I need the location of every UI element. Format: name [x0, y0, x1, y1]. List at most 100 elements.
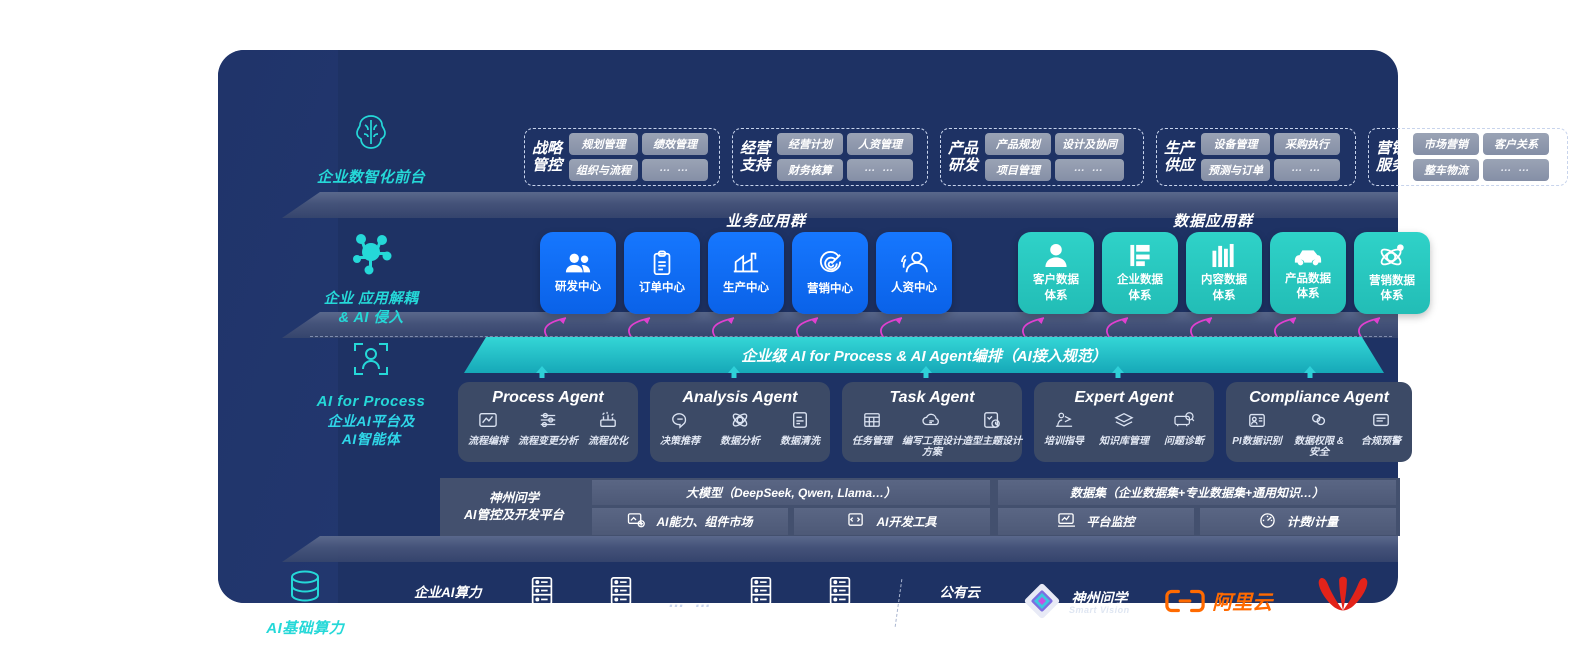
- chip[interactable]: 采购执行: [1274, 133, 1341, 155]
- chip[interactable]: 规划管理: [569, 133, 639, 155]
- agent-card-process[interactable]: Process Agent 流程编排 流程变更分析 流程优化: [458, 382, 638, 462]
- layer-label-ai-process-line1: AI for Process: [316, 393, 426, 411]
- chip-more[interactable]: … …: [642, 159, 709, 181]
- agent-card-task[interactable]: Task Agent 任务管理 编写工程设计方案 造型主题设计: [842, 382, 1022, 462]
- app-card-label: 订单中心: [639, 282, 685, 295]
- data-clean-icon: [790, 411, 810, 433]
- app-card-order-center[interactable]: 订单中心: [624, 232, 700, 314]
- layer-label-ai-process-line2: 企业AI平台及: [327, 412, 415, 429]
- agent-item[interactable]: 培训指导: [1034, 411, 1094, 447]
- layers-icon: [1114, 411, 1134, 433]
- chip[interactable]: 项目管理: [985, 159, 1052, 181]
- agent-card-compliance[interactable]: Compliance Agent PI数据识别 数据权限 & 安全 合规预警: [1226, 382, 1412, 462]
- person-chart-icon: [900, 250, 928, 276]
- platform-dev-tools[interactable]: AI开发工具: [794, 507, 990, 535]
- diagnose-icon: [1173, 411, 1195, 433]
- business-group-heading: 业务应用群: [726, 213, 807, 230]
- chip[interactable]: 市场营销: [1413, 133, 1480, 155]
- chip[interactable]: 绩效管理: [642, 133, 709, 155]
- data-card-customer[interactable]: 客户数据 体系: [1018, 232, 1094, 314]
- platform-dataset-bar[interactable]: 数据集（企业数据集+专业数据集+通用知识…）: [998, 479, 1396, 505]
- app-card-rd-center[interactable]: 研发中心: [540, 232, 616, 314]
- chip[interactable]: 财务核算: [777, 159, 844, 181]
- data-card-marketing[interactable]: 营销数据 体系: [1354, 232, 1430, 314]
- domain-group-production-supply: 生产 供应 设备管理 采购执行 预测与订单 … …: [1156, 128, 1356, 186]
- app-card-label: 生产中心: [723, 282, 769, 295]
- infra-enterprise-compute: 企业AI算力 或AI一体机: [414, 585, 482, 620]
- domain-group-operations: 经营 支持 经营计划 人资管理 财务核算 … …: [732, 128, 928, 186]
- shield-data-icon: [1309, 411, 1329, 433]
- chip[interactable]: 人资管理: [847, 133, 914, 155]
- agent-card-analysis[interactable]: Analysis Agent 决策推荐 数据分析 数据清洗: [650, 382, 830, 462]
- decision-icon: [670, 411, 690, 433]
- app-card-production-center[interactable]: 生产中心: [708, 232, 784, 314]
- layer-label-infra: AI基础算力: [218, 568, 393, 639]
- agent-item[interactable]: 数据清洗: [770, 411, 830, 447]
- infrastructure-row: AI基础算力 企业AI算力 或AI一体机 数据中心: [218, 555, 1398, 651]
- domain-group-marketing-service-title: 营销 服务: [1376, 139, 1407, 174]
- domain-group-strategy: 战略 管控 规划管理 绩效管理 组织与流程 … …: [524, 128, 720, 186]
- agent-title: Process Agent: [492, 389, 604, 406]
- chip[interactable]: 预测与订单: [1201, 159, 1271, 181]
- agent-item[interactable]: 问题诊断: [1154, 411, 1214, 447]
- infra-ai-appliance-1[interactable]: AI一体机: [722, 576, 801, 630]
- app-card-hr-center[interactable]: 人资中心: [876, 232, 952, 314]
- platform-billing[interactable]: 计费/计量: [1200, 507, 1396, 535]
- building-icon: [1128, 243, 1152, 268]
- alert-doc-icon: [1371, 411, 1391, 433]
- chip[interactable]: 设计及协同: [1055, 133, 1125, 155]
- agent-item[interactable]: 合规预警: [1350, 411, 1412, 459]
- infra-ai-appliance-2[interactable]: AI一体机: [801, 576, 880, 630]
- layer-label-front-text: 企业数智化前台: [316, 168, 426, 186]
- chip[interactable]: 经营计划: [777, 133, 844, 155]
- chip[interactable]: 客户关系: [1483, 133, 1550, 155]
- app-card-marketing-center[interactable]: 营销中心: [792, 232, 868, 314]
- agent-item[interactable]: 知识库管理: [1094, 411, 1154, 447]
- database-icon: [218, 568, 393, 612]
- layer-label-infra-text: AI基础算力: [266, 620, 345, 637]
- layer-label-front: 企业数智化前台: [276, 112, 466, 187]
- agent-item[interactable]: 流程变更分析: [518, 411, 578, 447]
- platform-monitoring[interactable]: 平台监控: [998, 507, 1194, 535]
- infra-datacenter-2[interactable]: 数据中心: [582, 576, 661, 630]
- infra-public-cloud: 公有云 算力: [939, 585, 980, 620]
- chip-more[interactable]: … …: [1274, 159, 1341, 181]
- data-card-label-1: 内容数据: [1201, 274, 1247, 287]
- vendor-logo-smartvision[interactable]: 神州问学 Smart Vision: [1003, 582, 1150, 624]
- platform-ai-market[interactable]: AI能力、组件市场: [592, 507, 788, 535]
- chip-more[interactable]: … …: [1483, 159, 1550, 181]
- vendor-logo-aliyun[interactable]: 阿里云: [1150, 588, 1288, 618]
- chip[interactable]: 设备管理: [1201, 133, 1271, 155]
- data-card-enterprise[interactable]: 企业数据 体系: [1102, 232, 1178, 314]
- agent-item[interactable]: 数据权限 & 安全: [1288, 411, 1350, 459]
- chip-more[interactable]: … …: [1055, 159, 1125, 181]
- chip[interactable]: 组织与流程: [569, 159, 639, 181]
- training-icon: [1054, 411, 1074, 433]
- agent-item[interactable]: PI数据识别: [1226, 411, 1288, 459]
- flow-chart-icon: [478, 411, 498, 433]
- data-card-label-1: 产品数据: [1285, 272, 1331, 285]
- agent-item[interactable]: 流程编排: [458, 411, 518, 447]
- vendor-logo-huawei[interactable]: HUAWEI: [1288, 575, 1398, 631]
- agent-item[interactable]: 数据分析: [710, 411, 770, 447]
- data-card-product[interactable]: 产品数据 体系: [1270, 232, 1346, 314]
- agent-item[interactable]: 决策推荐: [650, 411, 710, 447]
- domain-group-strategy-title: 战略 管控: [532, 139, 563, 174]
- user-icon: [1044, 243, 1068, 268]
- agent-item[interactable]: 任务管理: [842, 411, 902, 459]
- agent-item[interactable]: 造型主题设计: [962, 411, 1022, 459]
- chip[interactable]: 产品规划: [985, 133, 1052, 155]
- infra-datacenter-1[interactable]: 数据中心: [503, 576, 582, 630]
- server-icon: [528, 576, 556, 610]
- agent-item[interactable]: 流程优化: [578, 411, 638, 447]
- platform-llm-bar[interactable]: 大模型（DeepSeek, Qwen, Llama…）: [592, 479, 990, 505]
- optimize-icon: [598, 411, 618, 433]
- bars-icon: [1211, 243, 1237, 268]
- agent-item[interactable]: 编写工程设计方案: [902, 411, 962, 459]
- domain-group-product-rd: 产品 研发 产品规划 设计及协同 项目管理 … …: [940, 128, 1144, 186]
- chip-more[interactable]: … …: [847, 159, 914, 181]
- data-card-content[interactable]: 内容数据 体系: [1186, 232, 1262, 314]
- app-card-label: 营销中心: [807, 282, 853, 295]
- chip[interactable]: 整车物流: [1413, 159, 1480, 181]
- agent-card-expert[interactable]: Expert Agent 培训指导 知识库管理 问题诊断: [1034, 382, 1214, 462]
